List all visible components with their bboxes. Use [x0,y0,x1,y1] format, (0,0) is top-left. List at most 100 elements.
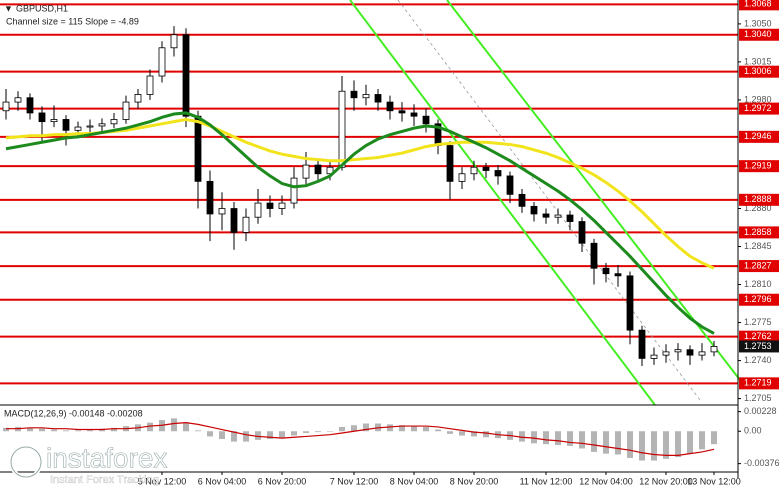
price-box [739,340,779,353]
macd-bar [615,431,621,455]
level-box [739,0,779,11]
level-box [739,28,779,41]
moving-average [5,111,715,335]
channel-lower [349,0,656,406]
x-tick-label: 11 Nov 12:00 [520,476,573,486]
candle-body [650,354,658,359]
level-label: 1.2919 [744,161,772,171]
candle-body [386,101,394,112]
candle-body [62,119,70,131]
level-box [739,260,779,273]
level-box [739,102,779,115]
macd-bar [663,431,669,459]
macd-bar [171,418,177,432]
menu-arrow: ▼ [4,3,13,13]
macd-bar [435,429,441,432]
candle-body [98,123,106,127]
macd-tick-label: 0.00228 [744,406,777,416]
logo-icon-outline [10,446,42,478]
candle-body [170,34,178,49]
level-label: 1.3006 [744,66,772,76]
macd-bar [459,431,465,436]
macd-bar [243,431,249,442]
candle-body [518,193,526,207]
candle-body [158,47,166,77]
candle-body [278,202,286,209]
levels [0,3,738,385]
macd-bar [303,431,309,433]
macd-bar [219,431,225,439]
x-tick-label: 8 Nov 20:00 [450,476,499,486]
level-label: 1.2796 [744,294,772,304]
candle-body [422,115,430,125]
candle-body [446,145,454,182]
candle-body [590,242,598,269]
level-label: 1.2858 [744,227,772,237]
x-tick-label: 6 Nov 04:00 [198,476,247,486]
candle-body [482,166,490,171]
candle-body [254,202,262,218]
candle-body [530,205,538,215]
candle-body [554,214,562,218]
macd-bar [423,426,429,432]
macd-bar [147,422,153,432]
candle-body [614,273,622,277]
candle-body [542,213,550,218]
level-box [739,330,779,343]
candle-body [86,125,94,128]
macd-bar [711,431,717,445]
y-tick-label: 1.2740 [744,355,772,365]
macd-bar [591,431,597,452]
macd-bar [639,431,645,461]
macd-bar [339,426,345,432]
logo: instaforex Instant Forex Tracking [9,442,168,486]
candle-body [14,97,22,103]
logo-tagline: Instant Forex Tracking [50,474,159,486]
candle-body [362,94,370,99]
candle-body [218,208,226,215]
y-tick-label: 1.2880 [744,203,772,213]
macd-bar [411,426,417,432]
level-box [739,65,779,78]
candle-body [266,202,274,209]
candle-body [674,349,682,353]
candle-body [302,164,310,179]
macd-title: MACD(12,26,9) -0.00148 -0.00208 [4,408,143,418]
macd-bar [471,431,477,437]
candle-body [230,208,238,233]
macd-bar [39,428,45,432]
y-tick-label: 1.2705 [744,393,772,403]
level-label: 1.3068 [744,0,772,9]
candle-body [602,267,610,275]
candle-body [398,110,406,114]
macd-bar [315,431,321,433]
macd-bar [87,429,93,432]
candle-body [566,214,574,222]
plot [2,26,718,461]
macd-bar [687,431,693,454]
macd-bar [231,431,237,442]
candle-body [122,101,130,120]
candle-body [662,351,670,356]
macd-bar [267,431,273,439]
y-tick-label: 1.2980 [744,94,772,104]
macd-bar [363,423,369,432]
macd-bar [291,431,297,436]
macd-bar [483,431,489,438]
y-tick-label: 1.2775 [744,317,772,327]
level-box [739,377,779,390]
level-box [739,226,779,239]
macd-bar [543,431,549,445]
candle-body [74,126,82,131]
level-label: 1.2946 [744,131,772,141]
chart-title: GBPUSD,H1 [16,3,68,13]
candle-body [290,177,298,204]
price-label: 1.2753 [744,341,772,351]
candle-body [2,101,10,112]
candle-body [470,166,478,175]
candle-body [638,329,646,359]
macd-bar [579,431,585,449]
y-tick-label: 1.2810 [744,279,772,289]
